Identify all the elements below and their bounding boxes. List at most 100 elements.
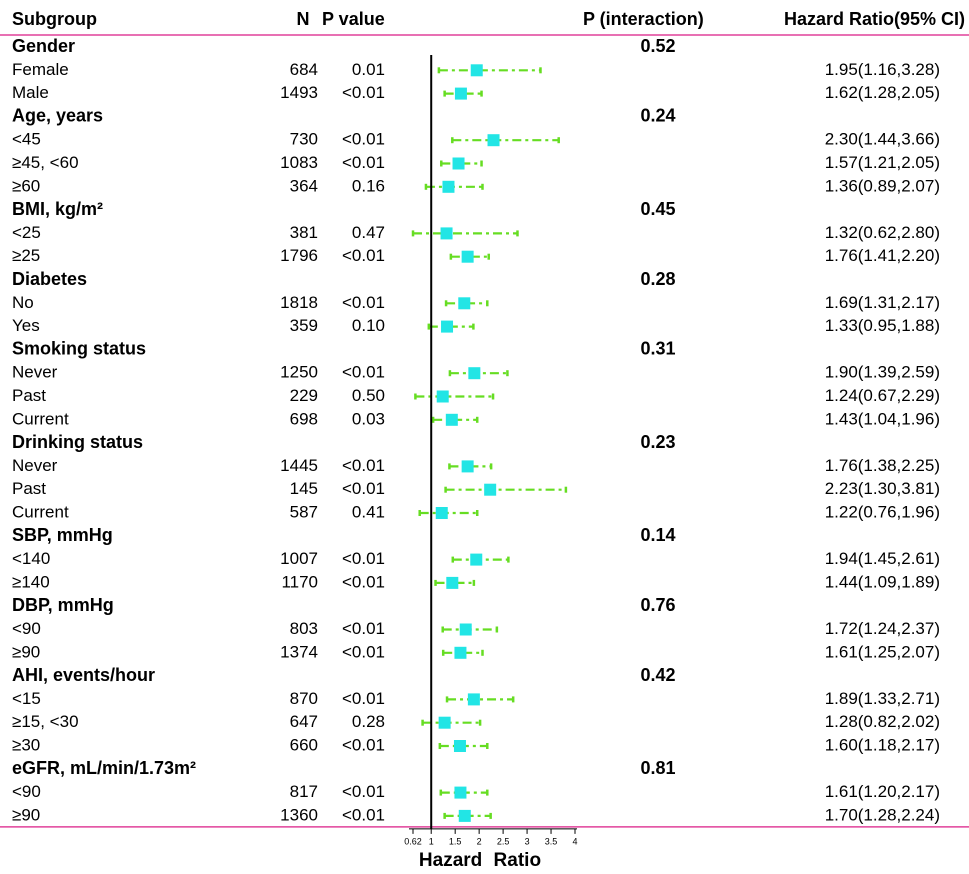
x-tick-label: 3	[525, 836, 530, 846]
n-value: 1374	[280, 642, 318, 661]
group-label: BMI, kg/m²	[12, 199, 103, 219]
hr-label: 2.23(1.30,3.81)	[825, 479, 940, 498]
p-value: <0.01	[342, 130, 385, 149]
p-interaction: 0.42	[640, 665, 675, 685]
hr-label: 1.57(1.21,2.05)	[825, 153, 940, 172]
n-value: 1445	[280, 456, 318, 475]
n-value: 1007	[280, 549, 318, 568]
hr-point	[446, 576, 459, 589]
hr-label: 1.24(0.67,2.29)	[825, 386, 940, 405]
hr-label: 1.61(1.25,2.07)	[825, 642, 940, 661]
p-value: 0.01	[352, 60, 385, 79]
p-value: <0.01	[342, 572, 385, 591]
hr-label: 1.95(1.16,3.28)	[825, 60, 940, 79]
hr-label: 1.72(1.24,2.37)	[825, 619, 940, 638]
p-value: <0.01	[342, 83, 385, 102]
subgroup-label: Yes	[12, 316, 40, 335]
hr-point	[445, 413, 458, 426]
subgroup-label: Female	[12, 60, 69, 79]
hr-label: 1.28(0.82,2.02)	[825, 712, 940, 731]
group-label: Gender	[12, 36, 75, 56]
subgroup-label: Current	[12, 502, 69, 521]
group-label: AHI, events/hour	[12, 665, 155, 685]
hr-label: 1.90(1.39,2.59)	[825, 363, 940, 382]
n-value: 647	[290, 712, 318, 731]
subgroup-label: Past	[12, 386, 46, 405]
hr-label: 1.61(1.20,2.17)	[825, 782, 940, 801]
p-value: 0.47	[352, 223, 385, 242]
n-value: 1083	[280, 153, 318, 172]
hr-label: 1.70(1.28,2.24)	[825, 805, 940, 824]
hr-label: 1.32(0.62,2.80)	[825, 223, 940, 242]
header-n: N	[297, 9, 310, 29]
p-interaction: 0.28	[640, 269, 675, 289]
header-p-interaction: P (interaction)	[583, 9, 704, 29]
n-value: 145	[290, 479, 318, 498]
group-label: Smoking status	[12, 339, 146, 359]
group-label: DBP, mmHg	[12, 595, 114, 615]
group-label: Diabetes	[12, 269, 87, 289]
p-interaction: 0.31	[640, 339, 675, 359]
n-value: 698	[290, 409, 318, 428]
hr-point	[441, 320, 454, 333]
p-value: 0.28	[352, 712, 385, 731]
group-label: eGFR, mL/min/1.73m²	[12, 758, 196, 778]
n-value: 229	[290, 386, 318, 405]
subgroup-label: ≥140	[12, 572, 50, 591]
n-value: 1818	[280, 293, 318, 312]
p-value: 0.03	[352, 409, 385, 428]
hr-point	[438, 716, 451, 729]
subgroup-label: <25	[12, 223, 41, 242]
n-value: 817	[290, 782, 318, 801]
hr-label: 1.43(1.04,1.96)	[825, 409, 940, 428]
hr-point	[454, 87, 467, 100]
subgroup-label: No	[12, 293, 34, 312]
subgroup-label: ≥60	[12, 176, 40, 195]
n-value: 870	[290, 689, 318, 708]
n-value: 660	[290, 735, 318, 754]
subgroup-label: ≥90	[12, 642, 40, 661]
x-tick-label: 4	[572, 836, 577, 846]
p-value: <0.01	[342, 619, 385, 638]
hr-point	[468, 367, 481, 380]
n-value: 730	[290, 130, 318, 149]
n-value: 1170	[281, 572, 318, 591]
p-interaction: 0.23	[640, 432, 675, 452]
x-tick-label: 1.5	[449, 836, 462, 846]
p-value: <0.01	[342, 153, 385, 172]
p-value: <0.01	[342, 805, 385, 824]
group-label: Drinking status	[12, 432, 143, 452]
subgroup-label: <140	[12, 549, 50, 568]
p-interaction: 0.45	[640, 199, 675, 219]
subgroup-label: ≥30	[12, 735, 40, 754]
subgroup-label: <15	[12, 689, 41, 708]
p-interaction: 0.24	[640, 106, 675, 126]
hr-point	[440, 227, 453, 240]
x-tick-label: 3.5	[545, 836, 558, 846]
p-interaction: 0.76	[640, 595, 675, 615]
hr-point	[458, 297, 471, 310]
hr-point	[452, 157, 465, 170]
p-value: 0.41	[352, 502, 385, 521]
hr-point	[453, 740, 466, 752]
hr-point	[459, 623, 472, 636]
hr-label: 1.33(0.95,1.88)	[825, 316, 940, 335]
p-interaction: 0.52	[640, 36, 675, 56]
hr-point	[458, 809, 471, 822]
hr-point	[461, 460, 474, 473]
hr-label: 1.44(1.09,1.89)	[825, 572, 940, 591]
n-value: 381	[290, 223, 318, 242]
group-label: Age, years	[12, 106, 103, 126]
hr-point	[467, 693, 480, 706]
x-tick-label: 0.62	[404, 836, 422, 846]
subgroup-label: Current	[12, 409, 69, 428]
header-p: P value	[322, 9, 385, 29]
p-interaction: 0.81	[640, 758, 675, 778]
p-value: 0.16	[352, 176, 385, 195]
p-value: <0.01	[342, 246, 385, 265]
x-tick-label: 1	[429, 836, 434, 846]
n-value: 1250	[280, 363, 318, 382]
x-axis-label: Hazard Ratio	[419, 850, 541, 871]
n-value: 587	[290, 502, 318, 521]
